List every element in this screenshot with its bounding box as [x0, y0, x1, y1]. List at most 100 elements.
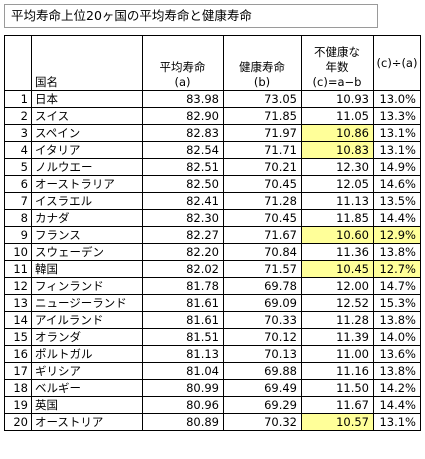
table-row: 17 ギリシア 81.04 69.88 11.16 13.8%: [4, 362, 421, 380]
avg-cell: 81.61: [142, 311, 224, 329]
unhealthy-cell: 11.05: [301, 107, 374, 125]
avg-cell: 83.98: [142, 90, 224, 108]
rank-cell: 20: [4, 413, 32, 431]
rank-cell: 1: [4, 90, 32, 108]
country-cell: イスラエル: [31, 192, 143, 210]
unhealthy-cell: 11.28: [301, 311, 374, 329]
life-expectancy-table: 国名 平均寿命 (a) 健康寿命 (b) 不健康な 年数 (c)=a−b (c)÷(a)…: [4, 35, 421, 431]
healthy-cell: 70.33: [223, 311, 302, 329]
ratio-cell: 13.8%: [373, 311, 421, 329]
country-cell: ギリシア: [31, 362, 143, 380]
table-row: 13 ニュージーランド 81.61 69.09 12.52 15.3%: [4, 294, 421, 312]
country-cell: 韓国: [31, 260, 143, 278]
unhealthy-cell: 11.16: [301, 362, 374, 380]
country-cell: スペイン: [31, 124, 143, 142]
unhealthy-cell: 11.00: [301, 345, 374, 363]
avg-cell: 80.89: [142, 413, 224, 431]
unhealthy-cell: 10.45: [301, 260, 374, 278]
ratio-cell: 13.1%: [373, 413, 421, 431]
ratio-cell: 13.5%: [373, 192, 421, 210]
table-row: 9 フランス 82.27 71.67 10.60 12.9%: [4, 226, 421, 244]
avg-cell: 81.13: [142, 345, 224, 363]
header-unhealthy: 不健康な 年数 (c)=a−b: [301, 35, 374, 91]
healthy-cell: 71.97: [223, 124, 302, 142]
table-row: 2 スイス 82.90 71.85 11.05 13.3%: [4, 107, 421, 125]
healthy-cell: 69.78: [223, 277, 302, 295]
healthy-cell: 69.88: [223, 362, 302, 380]
ratio-cell: 14.9%: [373, 158, 421, 176]
table-row: 16 ポルトガル 81.13 70.13 11.00 13.6%: [4, 345, 421, 363]
ratio-cell: 15.3%: [373, 294, 421, 312]
ratio-cell: 14.6%: [373, 175, 421, 193]
ratio-cell: 14.7%: [373, 277, 421, 295]
unhealthy-cell: 12.05: [301, 175, 374, 193]
rank-cell: 11: [4, 260, 32, 278]
country-cell: オーストラリア: [31, 175, 143, 193]
unhealthy-cell: 11.85: [301, 209, 374, 227]
avg-cell: 81.61: [142, 294, 224, 312]
unhealthy-cell: 12.52: [301, 294, 374, 312]
unhealthy-cell: 10.93: [301, 90, 374, 108]
avg-cell: 82.20: [142, 243, 224, 261]
healthy-cell: 71.67: [223, 226, 302, 244]
country-cell: ベルギー: [31, 379, 143, 397]
avg-cell: 82.51: [142, 158, 224, 176]
ratio-cell: 12.7%: [373, 260, 421, 278]
ratio-cell: 13.3%: [373, 107, 421, 125]
avg-cell: 81.78: [142, 277, 224, 295]
healthy-cell: 69.29: [223, 396, 302, 414]
rank-cell: 16: [4, 345, 32, 363]
country-cell: ノルウエー: [31, 158, 143, 176]
table-row: 18 ベルギー 80.99 69.49 11.50 14.2%: [4, 379, 421, 397]
unhealthy-cell: 12.00: [301, 277, 374, 295]
table-row: 6 オーストラリア 82.50 70.45 12.05 14.6%: [4, 175, 421, 193]
avg-cell: 82.30: [142, 209, 224, 227]
unhealthy-cell: 10.83: [301, 141, 374, 159]
country-cell: オランダ: [31, 328, 143, 346]
table-row: 1 日本 83.98 73.05 10.93 13.0%: [4, 90, 421, 108]
healthy-cell: 70.84: [223, 243, 302, 261]
unhealthy-cell: 10.60: [301, 226, 374, 244]
healthy-cell: 70.21: [223, 158, 302, 176]
healthy-cell: 69.49: [223, 379, 302, 397]
country-cell: スイス: [31, 107, 143, 125]
healthy-cell: 70.12: [223, 328, 302, 346]
unhealthy-cell: 11.13: [301, 192, 374, 210]
country-cell: カナダ: [31, 209, 143, 227]
healthy-cell: 70.32: [223, 413, 302, 431]
header-country: 国名: [31, 35, 143, 91]
country-cell: イタリア: [31, 141, 143, 159]
unhealthy-cell: 11.39: [301, 328, 374, 346]
rank-cell: 17: [4, 362, 32, 380]
table-row: 8 カナダ 82.30 70.45 11.85 14.4%: [4, 209, 421, 227]
rank-cell: 19: [4, 396, 32, 414]
ratio-cell: 14.2%: [373, 379, 421, 397]
rank-cell: 15: [4, 328, 32, 346]
healthy-cell: 70.13: [223, 345, 302, 363]
rank-cell: 7: [4, 192, 32, 210]
country-cell: 英国: [31, 396, 143, 414]
header-avg: 平均寿命 (a): [142, 35, 224, 91]
table-row: 14 アイルランド 81.61 70.33 11.28 13.8%: [4, 311, 421, 329]
rank-cell: 9: [4, 226, 32, 244]
rank-cell: 6: [4, 175, 32, 193]
ratio-cell: 13.6%: [373, 345, 421, 363]
country-cell: スウェーデン: [31, 243, 143, 261]
healthy-cell: 70.45: [223, 209, 302, 227]
country-cell: アイルランド: [31, 311, 143, 329]
country-cell: ポルトガル: [31, 345, 143, 363]
rank-cell: 2: [4, 107, 32, 125]
ratio-cell: 13.0%: [373, 90, 421, 108]
ratio-cell: 13.8%: [373, 243, 421, 261]
table-row: 7 イスラエル 82.41 71.28 11.13 13.5%: [4, 192, 421, 210]
country-cell: フィンランド: [31, 277, 143, 295]
healthy-cell: 73.05: [223, 90, 302, 108]
ratio-cell: 13.1%: [373, 124, 421, 142]
avg-cell: 82.41: [142, 192, 224, 210]
healthy-cell: 71.71: [223, 141, 302, 159]
unhealthy-cell: 11.50: [301, 379, 374, 397]
avg-cell: 82.50: [142, 175, 224, 193]
healthy-cell: 69.09: [223, 294, 302, 312]
table-row: 11 韓国 82.02 71.57 10.45 12.7%: [4, 260, 421, 278]
country-cell: 日本: [31, 90, 143, 108]
